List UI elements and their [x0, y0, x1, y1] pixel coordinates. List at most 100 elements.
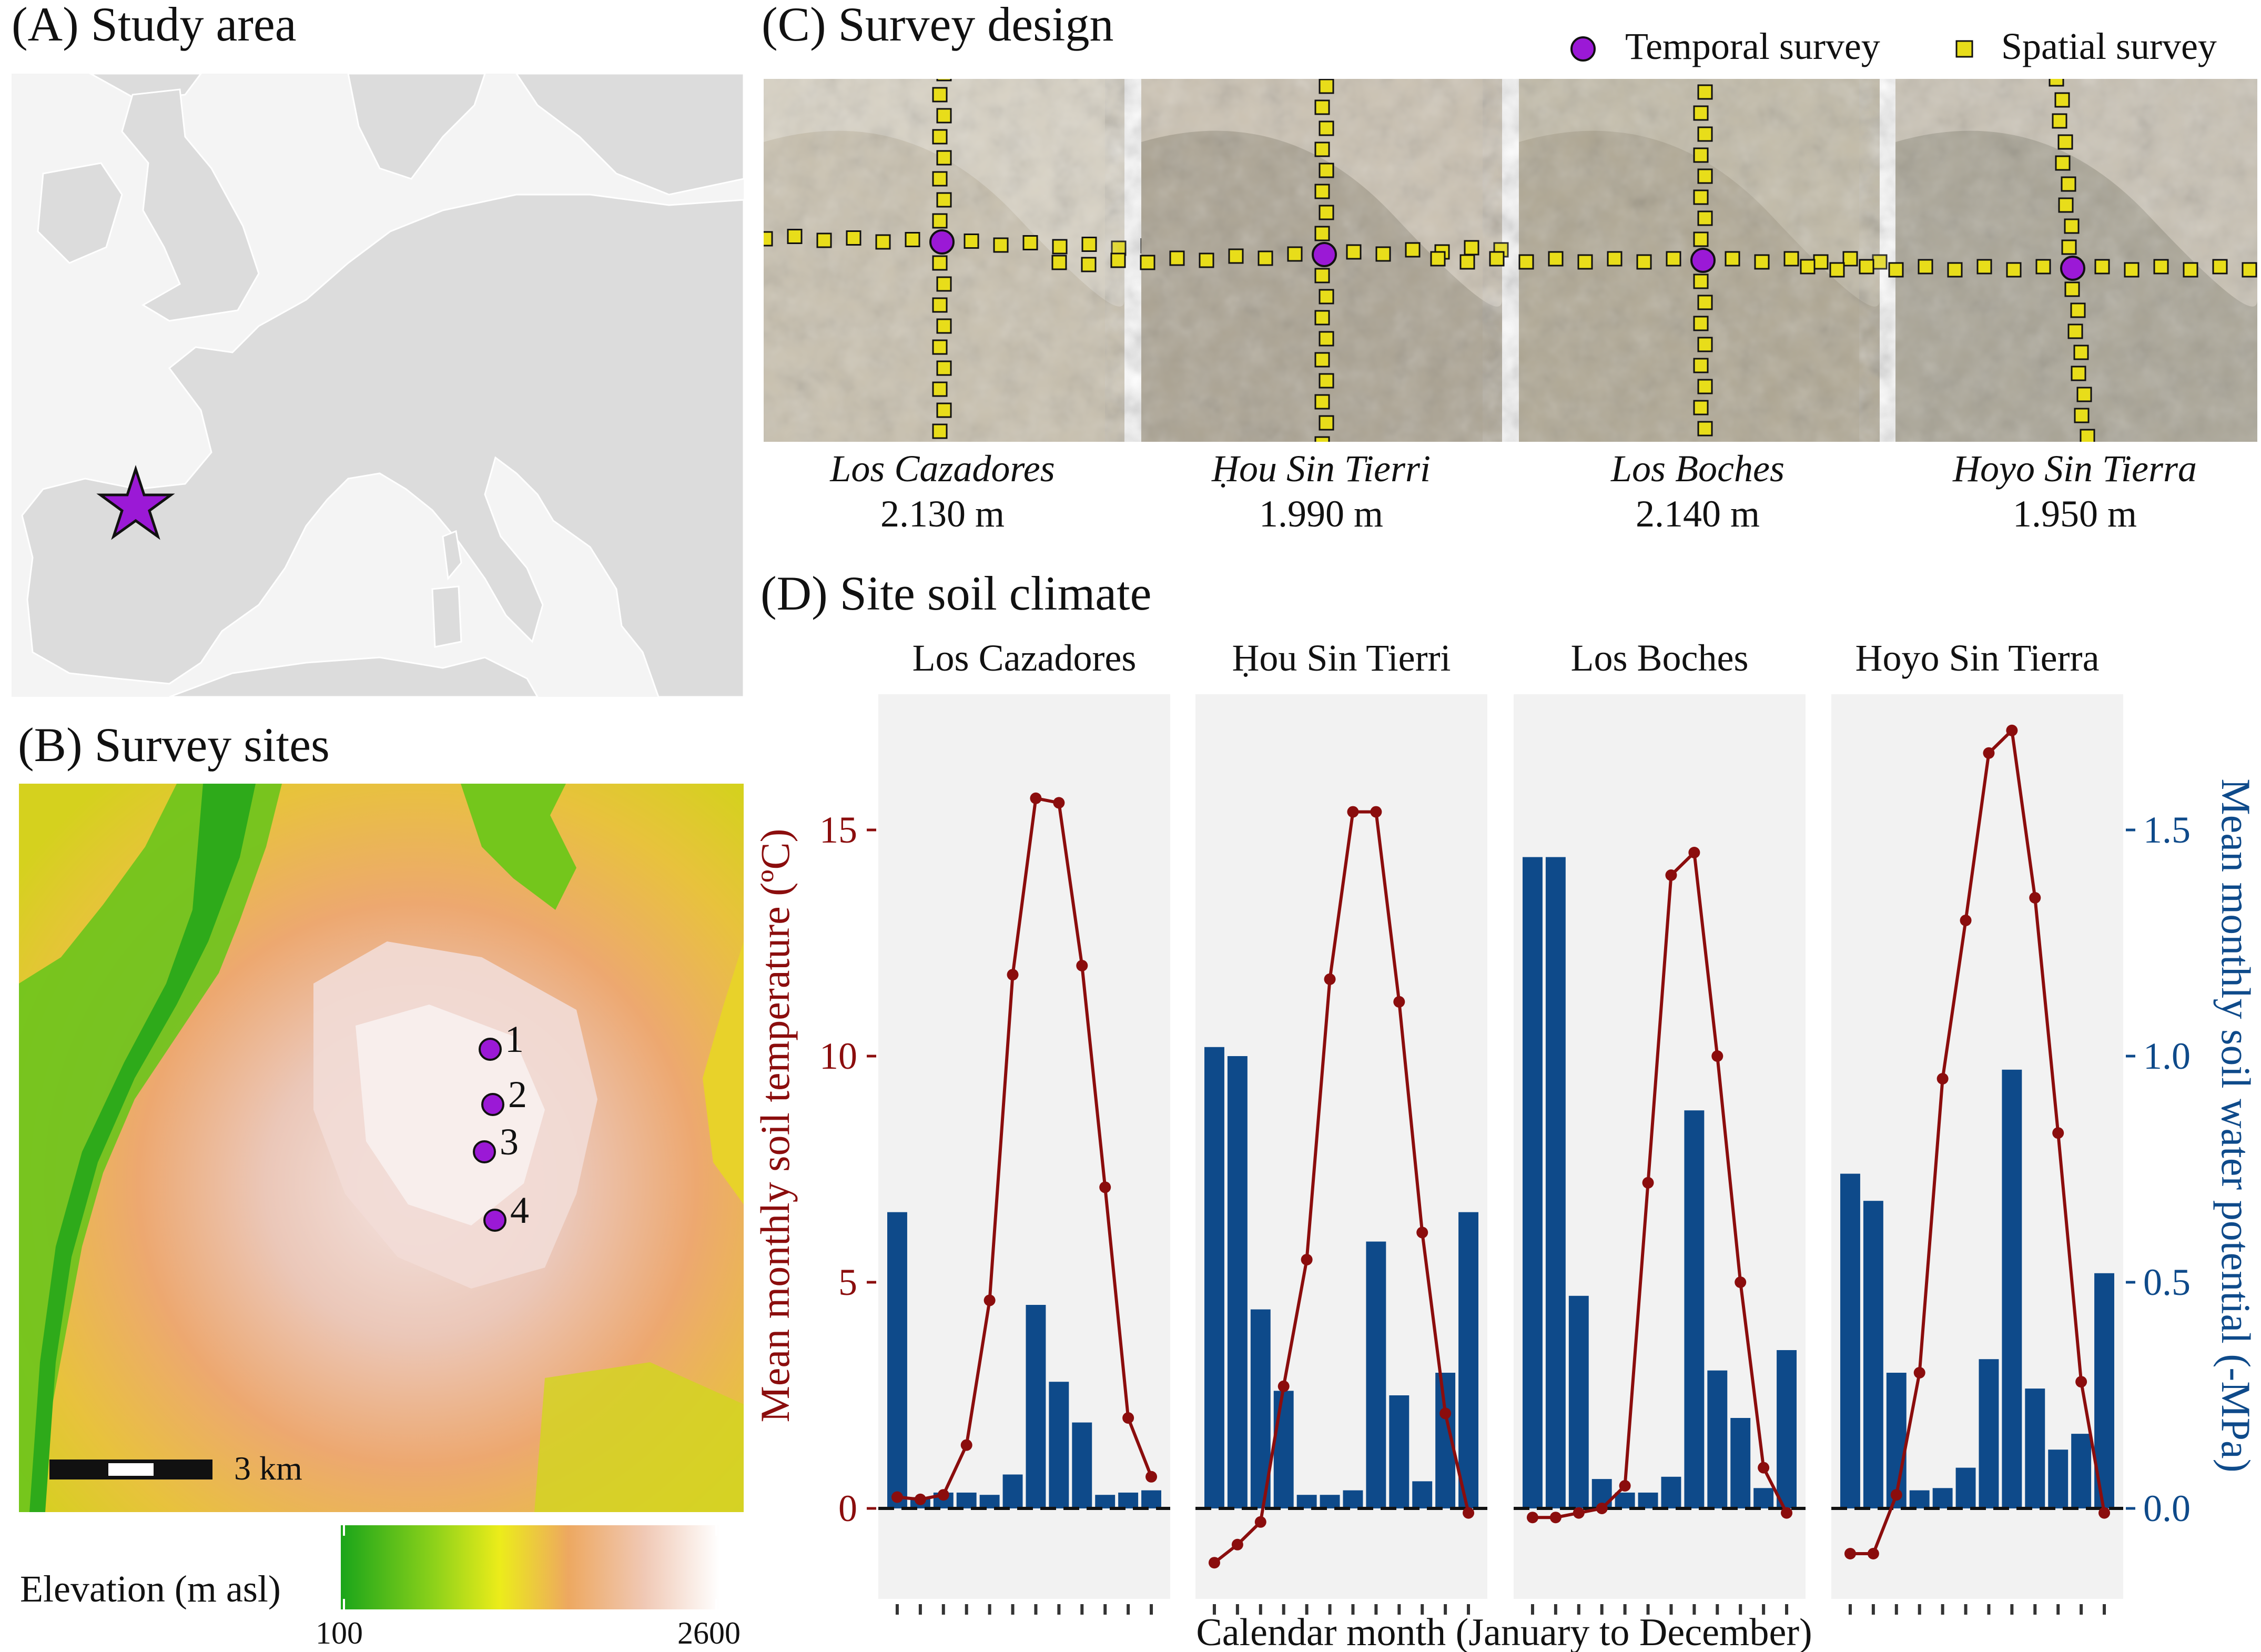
spatial-survey-point	[1697, 337, 1713, 352]
spatial-survey-point	[1800, 259, 1816, 275]
spatial-legend-icon	[1955, 40, 1973, 58]
spatial-survey-point	[1888, 262, 1904, 278]
spatial-survey-point	[905, 232, 920, 247]
temperature-point	[2006, 724, 2018, 736]
spatial-survey-point	[1052, 239, 1068, 255]
spatial-survey-point	[846, 230, 861, 246]
right-axis-tick-label: 0.5	[2143, 1261, 2191, 1303]
spatial-survey-point	[1577, 254, 1593, 270]
water-bar	[1141, 1490, 1161, 1508]
spatial-survey-point	[1319, 415, 1334, 431]
panel-a-title: (A) Study area	[12, 0, 297, 51]
water-bar	[1296, 1495, 1317, 1508]
facet-title: Los Cazadores	[912, 637, 1137, 679]
spatial-survey-point	[1314, 141, 1330, 157]
spatial-survey-point	[1314, 184, 1330, 199]
spatial-survey-point	[1842, 251, 1858, 267]
spatial-survey-point	[1697, 210, 1713, 226]
temperature-point	[1030, 792, 1042, 804]
spatial-survey-point	[2035, 259, 2051, 275]
spatial-survey-point	[2073, 344, 2089, 360]
spatial-survey-point	[1346, 244, 1362, 260]
spatial-survey-point	[1947, 262, 1963, 278]
spatial-survey-point	[1693, 316, 1709, 331]
temperature-point	[1301, 1254, 1313, 1265]
spatial-survey-point	[1319, 373, 1334, 389]
site-name-3: Los Boches	[1611, 448, 1785, 490]
spatial-survey-point	[1636, 254, 1652, 270]
spatial-survey-point	[2061, 239, 2077, 255]
facet-title: Ḥou Sin Tierri	[1232, 637, 1451, 679]
temperature-point	[1463, 1507, 1475, 1519]
water-bar	[1204, 1047, 1224, 1508]
panel-c-title: (C) Survey design	[762, 0, 1114, 51]
right-axis-tick-label: 0.0	[2143, 1487, 2191, 1529]
temperature-point	[1688, 847, 1700, 858]
temperature-point	[1735, 1276, 1747, 1288]
facet-4: Hoyo Sin Tierra	[1831, 637, 2123, 1615]
right-axis-tick-label: 1.0	[2143, 1035, 2191, 1077]
aerial-tile-3	[1430, 63, 1976, 458]
spatial-survey-point	[1459, 254, 1475, 270]
spatial-survey-point	[1754, 254, 1770, 270]
spatial-survey-point	[2242, 262, 2257, 278]
water-bar	[956, 1492, 977, 1508]
spatial-survey-point	[1314, 394, 1330, 410]
spatial-survey-point	[1697, 295, 1713, 310]
water-bar	[1684, 1110, 1705, 1508]
spatial-survey-point	[964, 234, 979, 249]
temperature-point	[1781, 1507, 1793, 1519]
temperature-point	[1983, 747, 1995, 759]
spatial-survey-point	[2071, 366, 2086, 381]
spatial-survey-point	[1693, 273, 1709, 289]
panel-d-title: (D) Site soil climate	[761, 566, 1152, 620]
aerial-tile-1	[669, 45, 1215, 442]
temperature-point	[937, 1489, 949, 1501]
temperature-point	[1573, 1507, 1585, 1519]
temperature-point	[1007, 969, 1019, 981]
temporal-survey-point	[929, 229, 955, 255]
spatial-survey-point	[1518, 254, 1534, 270]
water-bar	[1273, 1391, 1294, 1508]
temperature-point	[1642, 1177, 1654, 1189]
spatial-survey-point	[1319, 205, 1334, 220]
spatial-survey-point	[1783, 251, 1799, 267]
site-name-1: Los Cazadores	[830, 448, 1055, 490]
spatial-survey-point	[1693, 189, 1709, 205]
water-bar	[2048, 1450, 2069, 1508]
site-caption-2: Ḥou Sin Tierri 1.990 m	[1142, 446, 1500, 537]
spatial-survey-point	[1110, 252, 1126, 268]
spatial-survey-point	[1319, 289, 1334, 305]
facet-panel	[878, 694, 1170, 1599]
temperature-point	[1347, 806, 1359, 818]
water-bar	[1863, 1201, 1883, 1508]
temperature-point	[1208, 1557, 1220, 1569]
left-axis-tick-label: 10	[819, 1035, 857, 1077]
water-bar	[2025, 1389, 2045, 1508]
temperature-point	[1960, 915, 1972, 926]
temporal-legend-label: Temporal survey	[1625, 25, 1880, 67]
site-markers	[473, 1038, 506, 1232]
spatial-survey-point	[1314, 226, 1330, 241]
spatial-survey-point	[1697, 126, 1713, 142]
spatial-survey-point	[1319, 163, 1334, 178]
spatial-survey-point	[2094, 259, 2110, 275]
temperature-point	[1844, 1548, 1856, 1559]
spatial-survey-point	[932, 381, 948, 397]
spatial-survey-point	[1697, 379, 1713, 394]
water-bar	[1343, 1490, 1363, 1508]
temporal-survey-point	[1312, 242, 1337, 267]
spatial-survey-point	[1693, 147, 1709, 163]
water-bar	[1730, 1418, 1751, 1508]
water-bar	[1932, 1488, 1953, 1508]
right-axis-label: Mean monthly soil water potential (-MPa)	[2213, 778, 2259, 1472]
water-bar	[1777, 1350, 1797, 1508]
temperature-point	[1619, 1480, 1631, 1492]
water-bar	[1979, 1359, 1999, 1508]
spatial-survey-point	[932, 297, 948, 313]
temperature-point	[1277, 1380, 1290, 1392]
site-marker-4	[483, 1209, 506, 1232]
site-marker-3	[473, 1140, 496, 1163]
spatial-survey-point	[2057, 134, 2073, 150]
